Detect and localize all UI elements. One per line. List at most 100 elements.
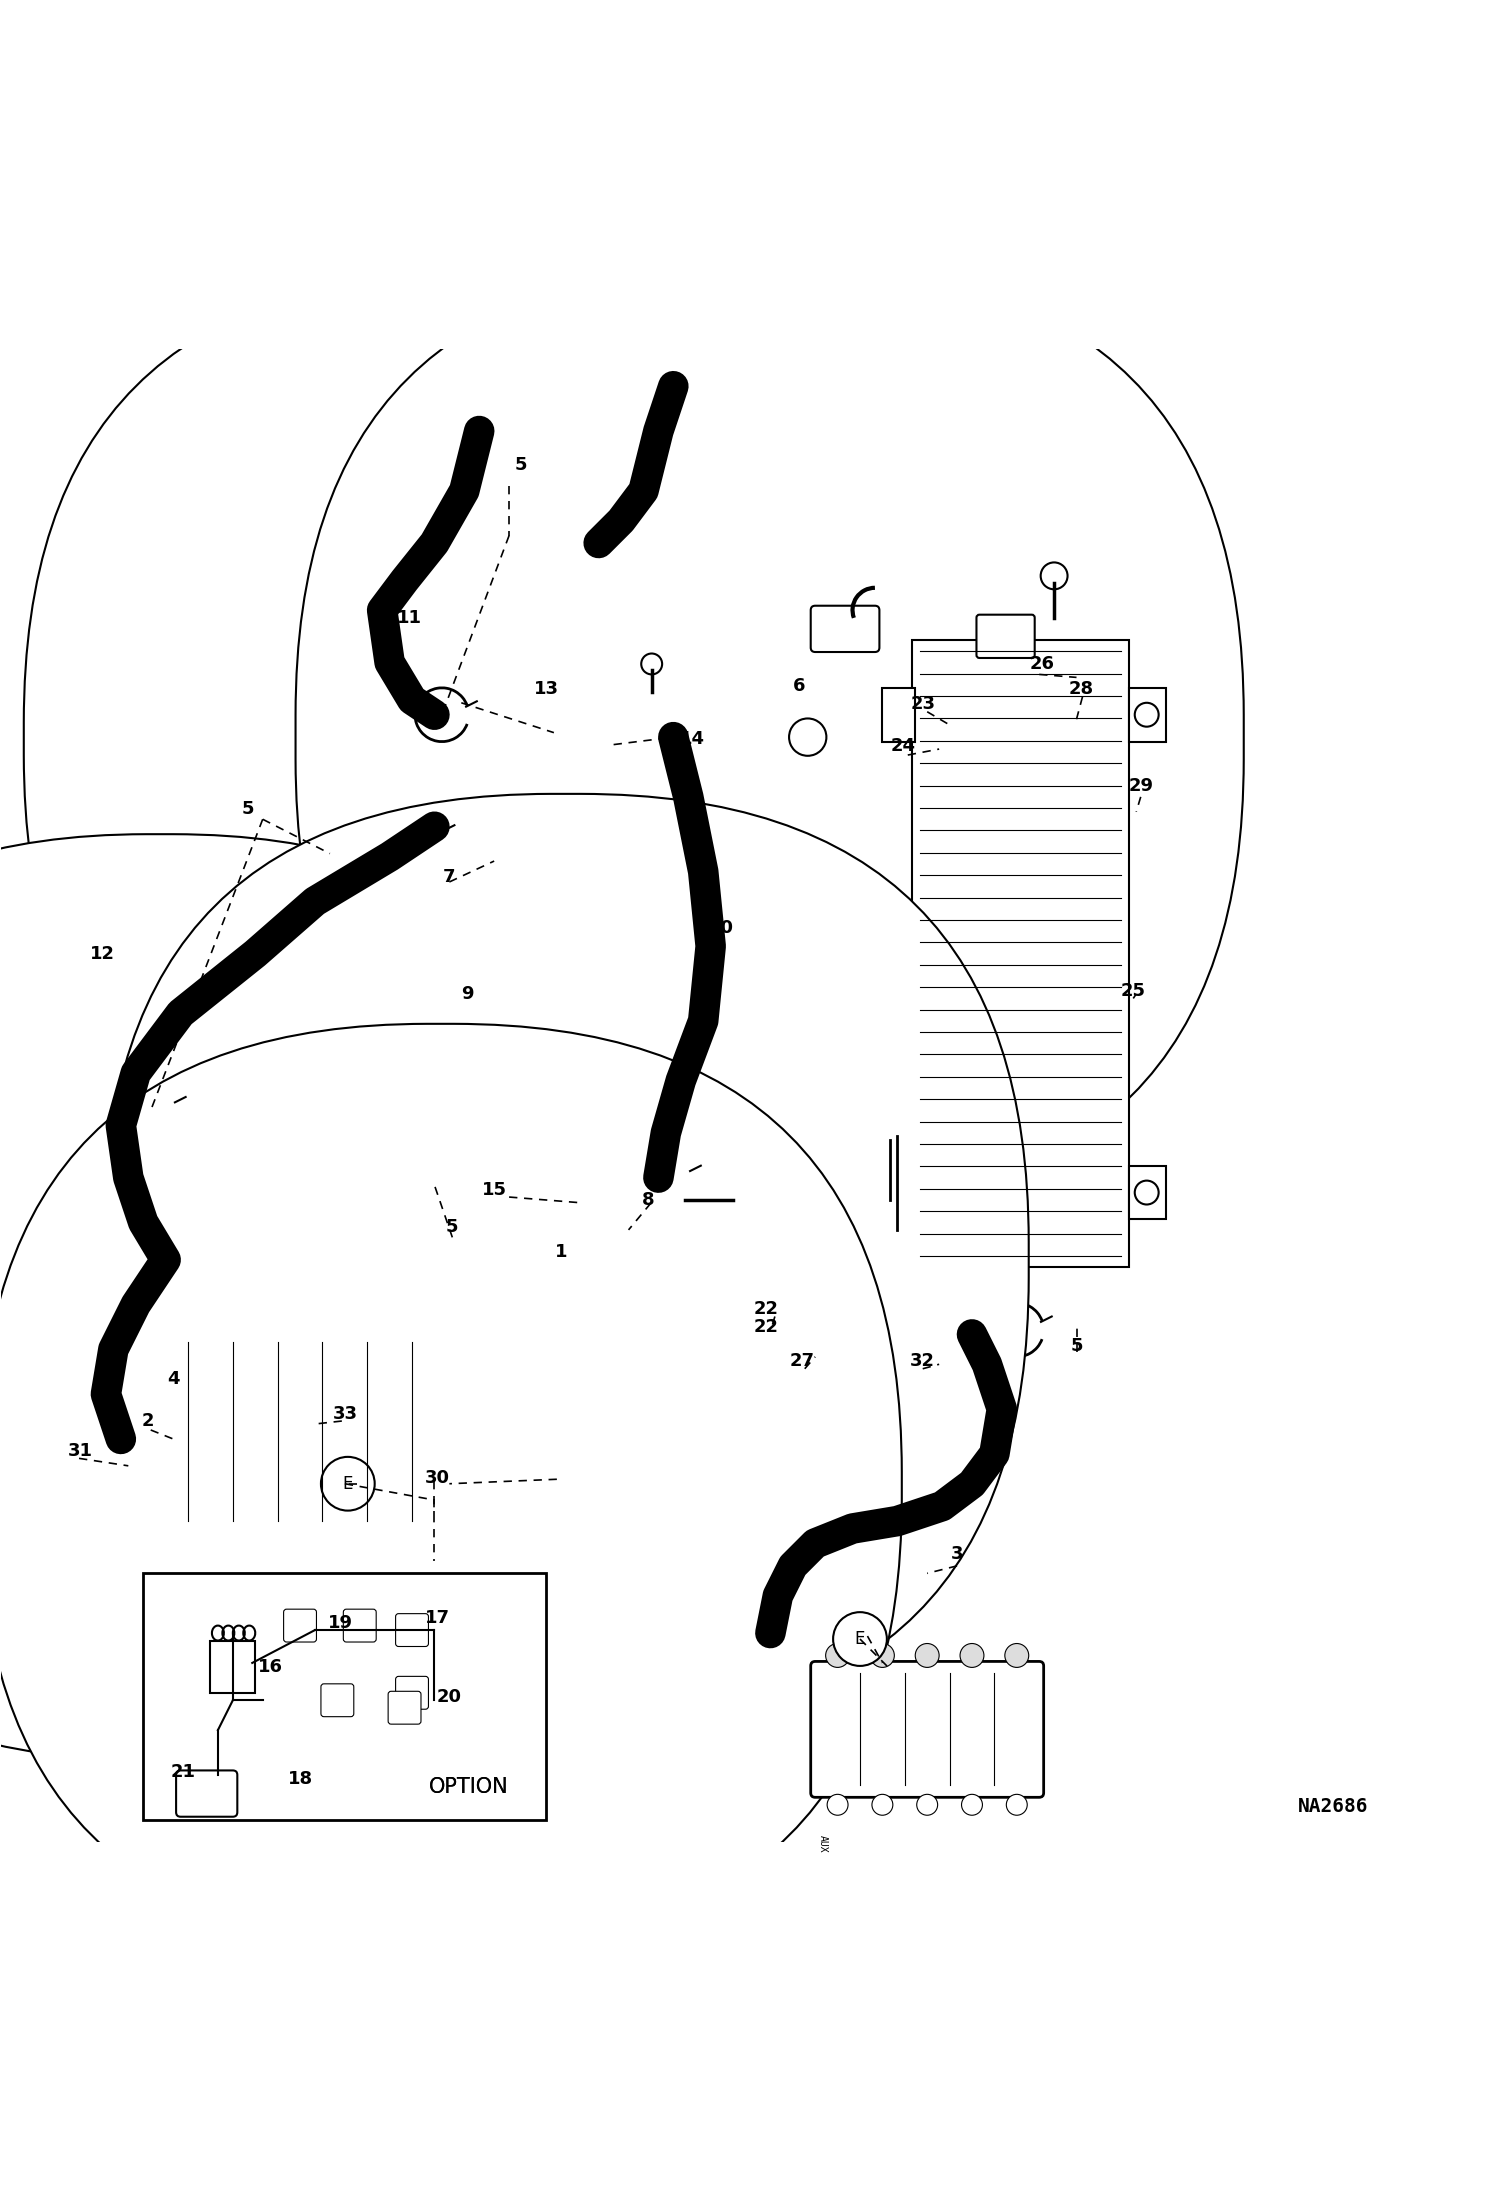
FancyBboxPatch shape [0, 1023, 902, 1946]
Circle shape [332, 1529, 358, 1558]
Text: 23: 23 [910, 695, 935, 714]
FancyBboxPatch shape [395, 1676, 428, 1709]
FancyBboxPatch shape [395, 1613, 428, 1645]
Bar [1129, 688, 1165, 741]
Circle shape [872, 1794, 893, 1814]
Circle shape [642, 653, 663, 675]
Text: 6: 6 [793, 677, 805, 695]
FancyBboxPatch shape [595, 1163, 697, 1234]
Ellipse shape [554, 762, 726, 800]
Circle shape [153, 1529, 180, 1558]
Circle shape [374, 1312, 404, 1341]
Text: OPTION: OPTION [429, 1777, 509, 1797]
Text: 14: 14 [681, 730, 705, 747]
Circle shape [419, 1312, 449, 1341]
Circle shape [827, 1794, 848, 1814]
Bar [913, 640, 1129, 1266]
Circle shape [916, 1643, 939, 1667]
Circle shape [833, 1613, 887, 1665]
Circle shape [241, 1312, 271, 1341]
Text: 32: 32 [910, 1352, 935, 1369]
FancyBboxPatch shape [24, 274, 977, 1203]
Circle shape [962, 1794, 983, 1814]
Circle shape [242, 1529, 269, 1558]
FancyBboxPatch shape [519, 688, 760, 780]
Text: 12: 12 [90, 944, 115, 962]
Text: 20: 20 [437, 1689, 462, 1707]
Text: 5: 5 [241, 800, 254, 817]
Circle shape [1041, 563, 1068, 589]
Circle shape [197, 1529, 224, 1558]
Circle shape [151, 1312, 181, 1341]
Bar [883, 1166, 916, 1220]
Bar [211, 1641, 256, 1694]
Text: 9: 9 [461, 986, 474, 1003]
Circle shape [1135, 1181, 1158, 1205]
Bar [838, 1223, 957, 1255]
FancyBboxPatch shape [322, 1685, 353, 1718]
Text: 2: 2 [142, 1411, 154, 1431]
Text: 27: 27 [790, 1352, 814, 1369]
Text: 4: 4 [168, 1369, 180, 1389]
Circle shape [375, 1529, 402, 1558]
Text: 28: 28 [1068, 681, 1094, 699]
Bar [1129, 1166, 1165, 1220]
Text: AUX: AUX [818, 1834, 827, 1851]
Circle shape [452, 727, 482, 756]
Circle shape [826, 1643, 850, 1667]
Bar [144, 1573, 546, 1821]
Circle shape [420, 1529, 447, 1558]
Text: 30: 30 [425, 1468, 450, 1488]
FancyBboxPatch shape [0, 990, 580, 1917]
Text: 1: 1 [555, 1242, 567, 1262]
FancyBboxPatch shape [103, 793, 1029, 1727]
Text: 16: 16 [257, 1659, 283, 1676]
Text: E: E [854, 1630, 865, 1648]
FancyBboxPatch shape [546, 773, 733, 1052]
FancyBboxPatch shape [344, 1608, 375, 1641]
Circle shape [871, 1643, 895, 1667]
Text: 19: 19 [328, 1613, 353, 1632]
Text: 31: 31 [67, 1442, 93, 1459]
Bar [883, 688, 916, 741]
Text: 22: 22 [754, 1319, 778, 1337]
Text: 18: 18 [287, 1770, 313, 1788]
FancyBboxPatch shape [811, 1661, 1044, 1797]
Text: 21: 21 [171, 1764, 196, 1781]
Text: 11: 11 [396, 609, 422, 627]
Text: 5: 5 [1070, 1337, 1083, 1356]
Circle shape [331, 1312, 359, 1341]
FancyBboxPatch shape [0, 835, 621, 1759]
FancyBboxPatch shape [138, 1328, 462, 1534]
Text: 5: 5 [515, 456, 527, 475]
Text: 5: 5 [133, 1082, 145, 1100]
Text: 29: 29 [1128, 778, 1153, 795]
Text: 26: 26 [1029, 655, 1055, 673]
FancyBboxPatch shape [811, 605, 880, 653]
FancyBboxPatch shape [296, 267, 1243, 1207]
Circle shape [287, 1529, 314, 1558]
Circle shape [286, 1312, 316, 1341]
Text: 3: 3 [951, 1545, 963, 1562]
Circle shape [1005, 1643, 1029, 1667]
Text: 15: 15 [482, 1181, 507, 1198]
Text: 7: 7 [443, 868, 456, 887]
FancyBboxPatch shape [177, 1770, 238, 1816]
Circle shape [960, 1643, 984, 1667]
Circle shape [196, 1312, 226, 1341]
Text: OPTION: OPTION [429, 1777, 509, 1797]
Text: 24: 24 [890, 736, 916, 756]
Text: 13: 13 [534, 681, 560, 699]
Text: 33: 33 [332, 1404, 358, 1422]
FancyBboxPatch shape [284, 1608, 317, 1641]
FancyBboxPatch shape [977, 616, 1035, 657]
Text: 8: 8 [642, 1192, 654, 1209]
Text: 5: 5 [446, 1218, 459, 1236]
Circle shape [1135, 703, 1158, 727]
Text: 22: 22 [754, 1299, 778, 1319]
Text: 17: 17 [425, 1608, 450, 1628]
Circle shape [1007, 1794, 1028, 1814]
FancyBboxPatch shape [387, 1691, 420, 1724]
Text: NA2686: NA2686 [1299, 1797, 1369, 1816]
Text: E: E [343, 1475, 353, 1492]
